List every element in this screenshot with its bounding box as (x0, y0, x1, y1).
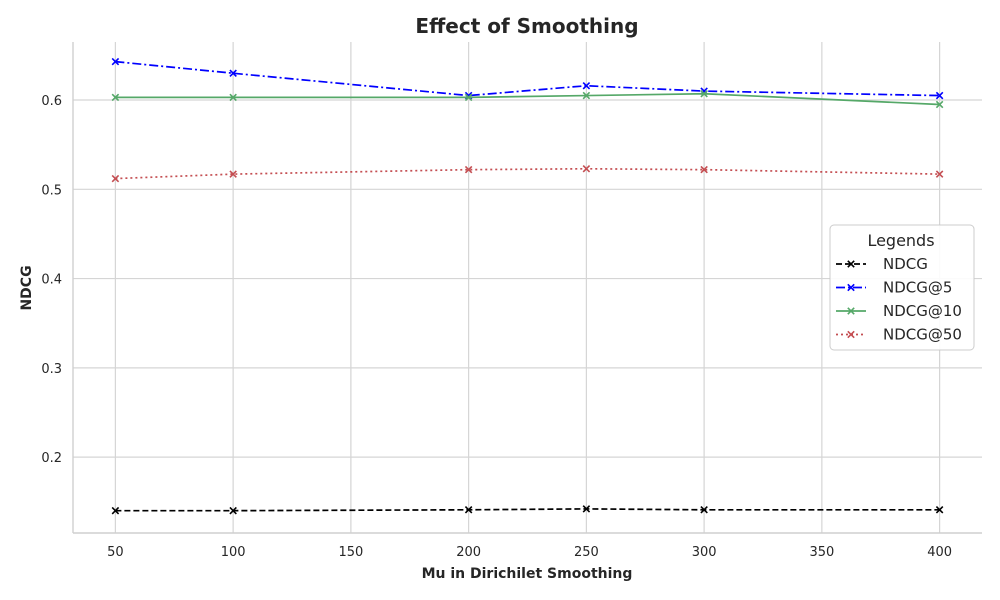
data-point-marker (229, 69, 237, 78)
data-point-marker (229, 506, 237, 515)
legend-label: NDCG@5 (883, 279, 952, 297)
y-tick-label: 0.3 (41, 362, 62, 377)
legend-marker (847, 283, 855, 292)
legend-entry: NDCG@5 (836, 279, 952, 297)
x-tick-label: 50 (107, 545, 124, 560)
series-ndcg-50 (111, 165, 944, 183)
data-point-marker (582, 505, 591, 513)
y-axis-label: NDCG (19, 265, 35, 310)
legend-box (829, 224, 975, 351)
data-point-marker (464, 93, 473, 102)
axes-spines (72, 42, 982, 534)
x-tick-label: 100 (221, 545, 246, 560)
series-group (111, 57, 944, 515)
series-ndcg (111, 505, 944, 515)
legend-entry: NDCG (836, 255, 928, 273)
y-tick-label: 0.2 (41, 451, 62, 466)
data-point-marker (111, 57, 120, 66)
data-point-marker (111, 506, 120, 515)
data-point-marker (464, 165, 473, 174)
data-point-marker (700, 165, 708, 174)
x-tick-label: 300 (692, 545, 717, 560)
legend-entry: NDCG@10 (836, 302, 962, 320)
series-line (115, 60, 940, 97)
data-point-marker (229, 170, 237, 178)
x-tick-label: 150 (338, 545, 363, 560)
data-point-marker (935, 91, 944, 100)
series-line (115, 92, 940, 106)
chart-title: Effect of Smoothing (415, 14, 638, 38)
legend: Legends NDCG NDCG@5 NDCG@10 NDCG@50 (829, 224, 975, 351)
y-tick-label: 0.4 (41, 273, 62, 288)
series-ndcg-10 (111, 90, 944, 109)
data-point-marker (464, 506, 473, 514)
legend-marker (847, 330, 855, 339)
x-tick-label: 250 (574, 545, 599, 560)
data-point-marker (229, 93, 237, 102)
legend-label: NDCG (883, 255, 928, 273)
legend-marker (847, 260, 855, 268)
data-point-marker (935, 100, 944, 109)
x-tick-label: 400 (927, 545, 952, 560)
data-point-marker (935, 170, 944, 178)
series-ndcg-5 (111, 57, 944, 100)
legend-marker (847, 307, 855, 315)
legend-title: Legends (867, 231, 934, 250)
legend-entries: NDCG NDCG@5 NDCG@10 NDCG@50 (836, 255, 962, 344)
tick-labels: 50 100 150 200 250 300 350 400 0.2 0.3 0.4 0.5 0.6 (41, 94, 952, 560)
data-point-marker (700, 506, 708, 514)
data-point-marker (700, 90, 708, 98)
data-point-marker (111, 174, 120, 183)
legend-label: NDCG@10 (883, 302, 962, 320)
series-line (115, 508, 940, 512)
data-point-marker (582, 91, 591, 100)
data-point-marker (582, 165, 591, 173)
y-tick-label: 0.6 (41, 94, 62, 109)
legend-label: NDCG@50 (883, 326, 962, 344)
legend-entry: NDCG@50 (836, 326, 962, 344)
x-axis-label: Mu in Dirichilet Smoothing (422, 566, 633, 582)
x-tick-label: 350 (809, 545, 834, 560)
data-point-marker (935, 506, 944, 514)
data-point-marker (582, 81, 591, 90)
y-tick-label: 0.5 (41, 183, 62, 198)
data-point-marker (111, 93, 120, 102)
series-line (115, 167, 940, 180)
x-tick-label: 200 (456, 545, 481, 560)
